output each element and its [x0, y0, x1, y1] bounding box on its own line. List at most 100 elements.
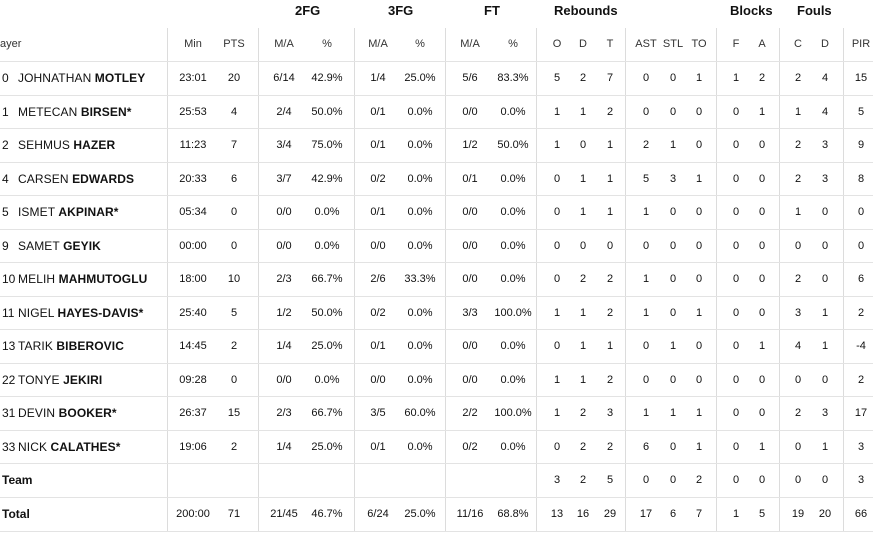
- cell-fg3: 0/2: [370, 172, 386, 185]
- cell-fg2p: 42.9%: [311, 172, 343, 185]
- cell-o: 3: [553, 474, 561, 486]
- cell-fg3: 0/1: [370, 105, 386, 118]
- col-header-min[interactable]: Min: [184, 38, 202, 50]
- cell-bf: 0: [732, 440, 740, 453]
- player-name-link[interactable]: NICK CALATHES*: [18, 431, 121, 464]
- col-header-fg2-pct[interactable]: %: [322, 38, 332, 50]
- col-header-pts[interactable]: PTS: [223, 38, 245, 50]
- col-header-fg3-ma[interactable]: M/A: [368, 38, 388, 50]
- col-header-ft-pct[interactable]: %: [508, 38, 518, 50]
- cell-fg2p: 75.0%: [311, 139, 343, 151]
- cell-fg3p: 25.0%: [404, 72, 436, 84]
- cell-pts: 15: [227, 407, 241, 419]
- total-label: Total: [2, 506, 30, 521]
- cell-ast: 0: [642, 72, 650, 84]
- player-first-name: DEVIN: [18, 406, 56, 420]
- cell-fg2p: 46.7%: [311, 507, 343, 520]
- cell-ft: 3/3: [462, 306, 478, 319]
- table-row: 31 DEVIN BOOKER* 26:37 15 2/3 66.7% 3/5 60.0% 2/…: [0, 396, 873, 430]
- cell-ftp: 0.0%: [500, 206, 526, 218]
- cell-ft: 0/0: [462, 273, 478, 285]
- col-header-fg2-ma[interactable]: M/A: [274, 38, 294, 50]
- cell-bf: 0: [732, 139, 740, 151]
- cell-pir: 3: [857, 440, 865, 453]
- cell-ftp: 100.0%: [494, 306, 532, 319]
- cell-d: 1: [579, 340, 587, 352]
- col-header-reb-t[interactable]: T: [606, 38, 614, 50]
- cell-t: 2: [606, 105, 614, 118]
- cell-min: 09:28: [179, 373, 207, 386]
- col-header-blk-a[interactable]: A: [758, 38, 766, 50]
- cell-fg3: 0/2: [370, 306, 386, 319]
- col-header-reb-d[interactable]: D: [579, 38, 587, 50]
- col-header-fg3-pct[interactable]: %: [415, 38, 425, 50]
- cell-fd: 0: [821, 373, 829, 386]
- col-header-foul-c[interactable]: C: [794, 38, 802, 50]
- col-header-blk-f[interactable]: F: [732, 38, 740, 50]
- player-name-link[interactable]: TARIK BIBEROVIC: [18, 330, 124, 363]
- player-name-link[interactable]: NIGEL HAYES-DAVIS*: [18, 297, 143, 330]
- player-name-link[interactable]: SEHMUS HAZER: [18, 129, 115, 162]
- cell-pir: 15: [854, 72, 868, 84]
- cell-to: 1: [695, 172, 703, 185]
- group-header-fouls: Fouls: [797, 3, 832, 18]
- player-number: 2: [2, 138, 9, 152]
- cell-pts: 20: [227, 72, 241, 84]
- player-name-link[interactable]: TONYE JEKIRI: [18, 364, 102, 397]
- cell-fg3p: 25.0%: [404, 507, 436, 520]
- cell-d: 1: [579, 206, 587, 218]
- cell-min: 19:06: [179, 440, 207, 453]
- player-last-name: GEYIK: [63, 238, 101, 253]
- cell-stl: 3: [669, 172, 677, 185]
- cell-stl: 1: [669, 139, 677, 151]
- player-name-link[interactable]: CARSEN EDWARDS: [18, 163, 134, 196]
- player-name-link[interactable]: MELIH MAHMUTOGLU: [18, 263, 147, 296]
- player-number: 22: [2, 372, 16, 387]
- group-header-2fg: 2FG: [295, 3, 321, 18]
- col-header-pir[interactable]: PIR: [851, 38, 871, 50]
- cell-ba: 1: [758, 105, 766, 118]
- col-header-ft-ma[interactable]: M/A: [460, 38, 480, 50]
- player-name-link[interactable]: METECAN BIRSEN*: [18, 96, 132, 129]
- cell-fg3p: 0.0%: [407, 139, 433, 151]
- cell-pts: 6: [230, 172, 238, 185]
- cell-ft: 0/0: [462, 239, 478, 252]
- cell-pir: -4: [856, 340, 866, 352]
- player-number: 13: [2, 339, 16, 353]
- cell-pir: 17: [854, 407, 868, 419]
- col-header-ast[interactable]: AST: [635, 38, 657, 50]
- col-header-foul-d[interactable]: D: [821, 38, 829, 50]
- cell-fc: 2: [794, 72, 802, 84]
- player-name-link[interactable]: DEVIN BOOKER*: [18, 397, 117, 430]
- cell-stl: 0: [669, 440, 677, 453]
- cell-stl: 0: [669, 474, 677, 486]
- cell-ftp: 50.0%: [497, 139, 529, 151]
- col-header-to[interactable]: TO: [691, 38, 707, 50]
- cell-pir: 0: [857, 239, 865, 252]
- cell-o: 1: [553, 373, 561, 386]
- cell-o: 0: [553, 172, 561, 185]
- cell-pir: 3: [857, 474, 865, 486]
- cell-pts: 2: [230, 440, 238, 453]
- cell-min: 05:34: [179, 206, 207, 218]
- player-last-name: MOTLEY: [94, 71, 146, 85]
- cell-stl: 1: [669, 407, 677, 419]
- cell-to: 0: [695, 239, 703, 252]
- player-number: 0: [2, 71, 9, 85]
- cell-fg3: 6/24: [367, 507, 389, 520]
- cell-ftp: 0.0%: [500, 239, 526, 252]
- cell-fg3p: 0.0%: [407, 172, 433, 185]
- player-name-link[interactable]: ISMET AKPINAR*: [18, 196, 119, 229]
- player-first-name: NICK: [18, 439, 48, 454]
- column-divider: [354, 28, 355, 531]
- cell-t: 1: [606, 172, 614, 185]
- cell-fd: 4: [821, 105, 829, 118]
- cell-ast: 0: [642, 239, 650, 252]
- player-number: 10: [2, 272, 16, 286]
- cell-pts: 0: [230, 206, 238, 218]
- player-name-link[interactable]: SAMET GEYIK: [18, 230, 101, 263]
- col-header-player[interactable]: ayer: [0, 38, 22, 50]
- col-header-reb-o[interactable]: O: [552, 38, 562, 50]
- col-header-stl[interactable]: STL: [662, 38, 684, 50]
- player-name-link[interactable]: JOHNATHAN MOTLEY: [18, 62, 145, 95]
